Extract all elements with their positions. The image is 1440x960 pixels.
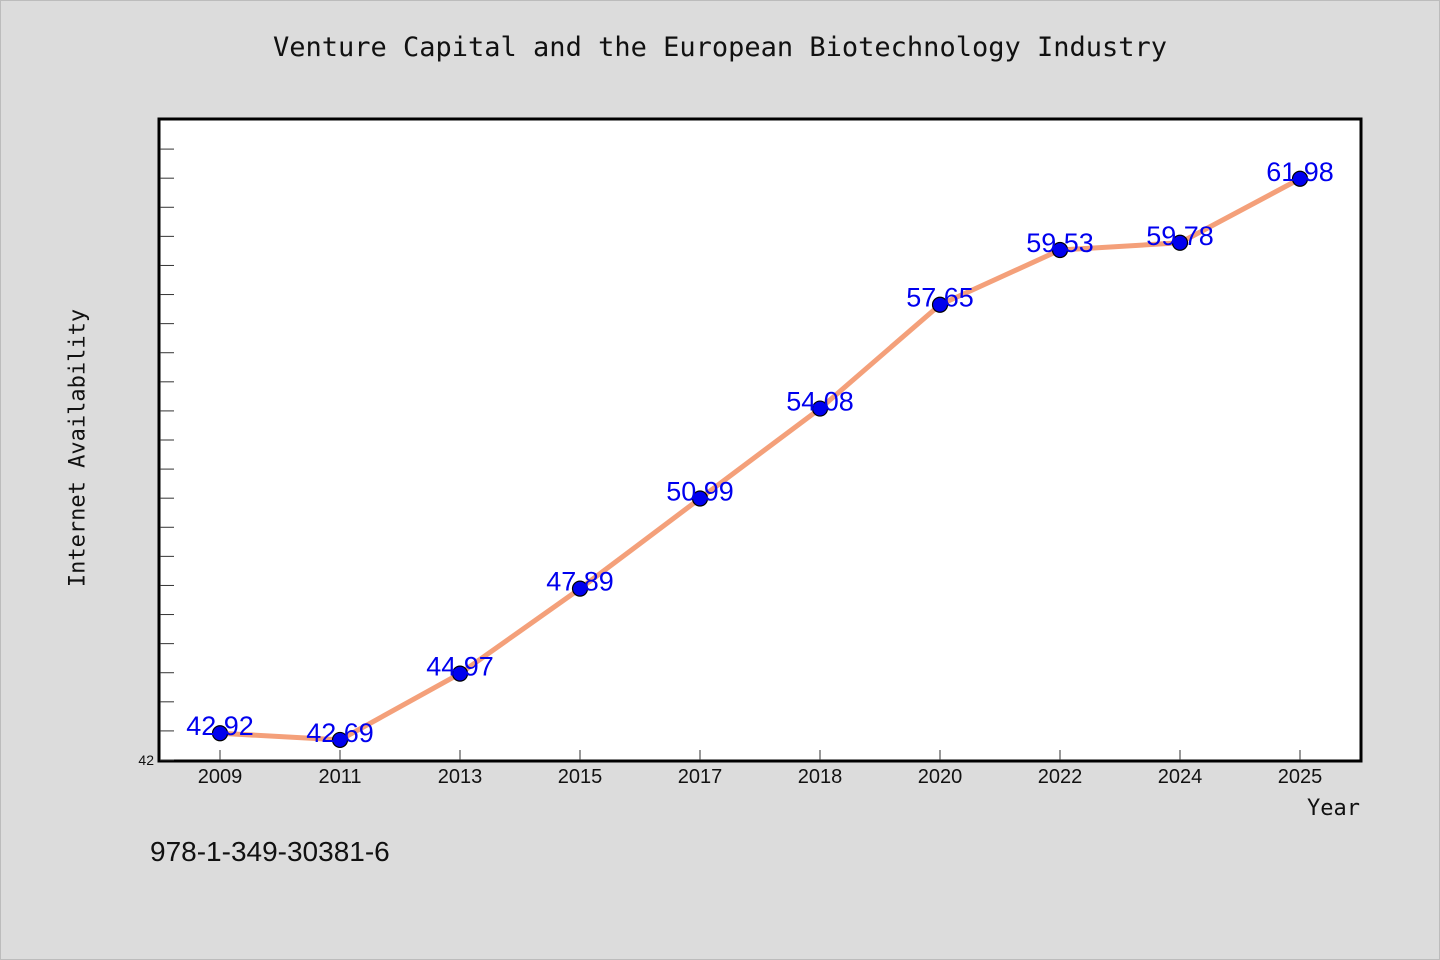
data-point: [571, 580, 589, 597]
x-tick-label: 2022: [1038, 766, 1083, 788]
isbn-code: 978-1-349-30381-6: [150, 836, 390, 867]
x-tick-label: 2011: [318, 766, 361, 788]
x-tick-label: 2017: [678, 766, 723, 788]
plot-area: [157, 117, 1363, 763]
x-tick-label: 2024: [1158, 766, 1203, 788]
data-label: 61.98: [1266, 157, 1334, 187]
data-point: [211, 725, 229, 742]
chart-title: Venture Capital and the European Biotech…: [272, 32, 1168, 63]
y-tick-label: 42: [138, 752, 154, 768]
x-tick-label: 2015: [558, 766, 603, 788]
series-line: [217, 176, 1303, 743]
x-tick-label: 2020: [918, 766, 963, 788]
data-label: 47.89: [546, 567, 614, 597]
data-point: [451, 665, 469, 682]
x-tick-label: 2025: [1278, 766, 1323, 788]
data-label: 42.69: [306, 718, 374, 748]
data-label: 42.92: [186, 711, 254, 741]
data-point: [1291, 170, 1309, 187]
data-label: 57.65: [906, 283, 974, 313]
data-point: [1171, 234, 1189, 251]
data-label: 59.78: [1146, 221, 1214, 251]
x-tick-label: 2018: [798, 766, 843, 788]
x-axis-label: Year: [1307, 796, 1360, 821]
data-label: 54.08: [786, 387, 854, 417]
data-point: [811, 400, 829, 417]
data-label: 50.99: [666, 476, 734, 506]
data-point: [331, 731, 349, 749]
data-point: [1051, 241, 1069, 259]
data-point: [691, 490, 709, 507]
x-tick-label: 2013: [438, 766, 483, 788]
x-tick-label: 2009: [198, 766, 243, 788]
data-label: 59.53: [1026, 228, 1094, 258]
data-label: 44.97: [426, 652, 494, 682]
data-point: [931, 296, 949, 313]
